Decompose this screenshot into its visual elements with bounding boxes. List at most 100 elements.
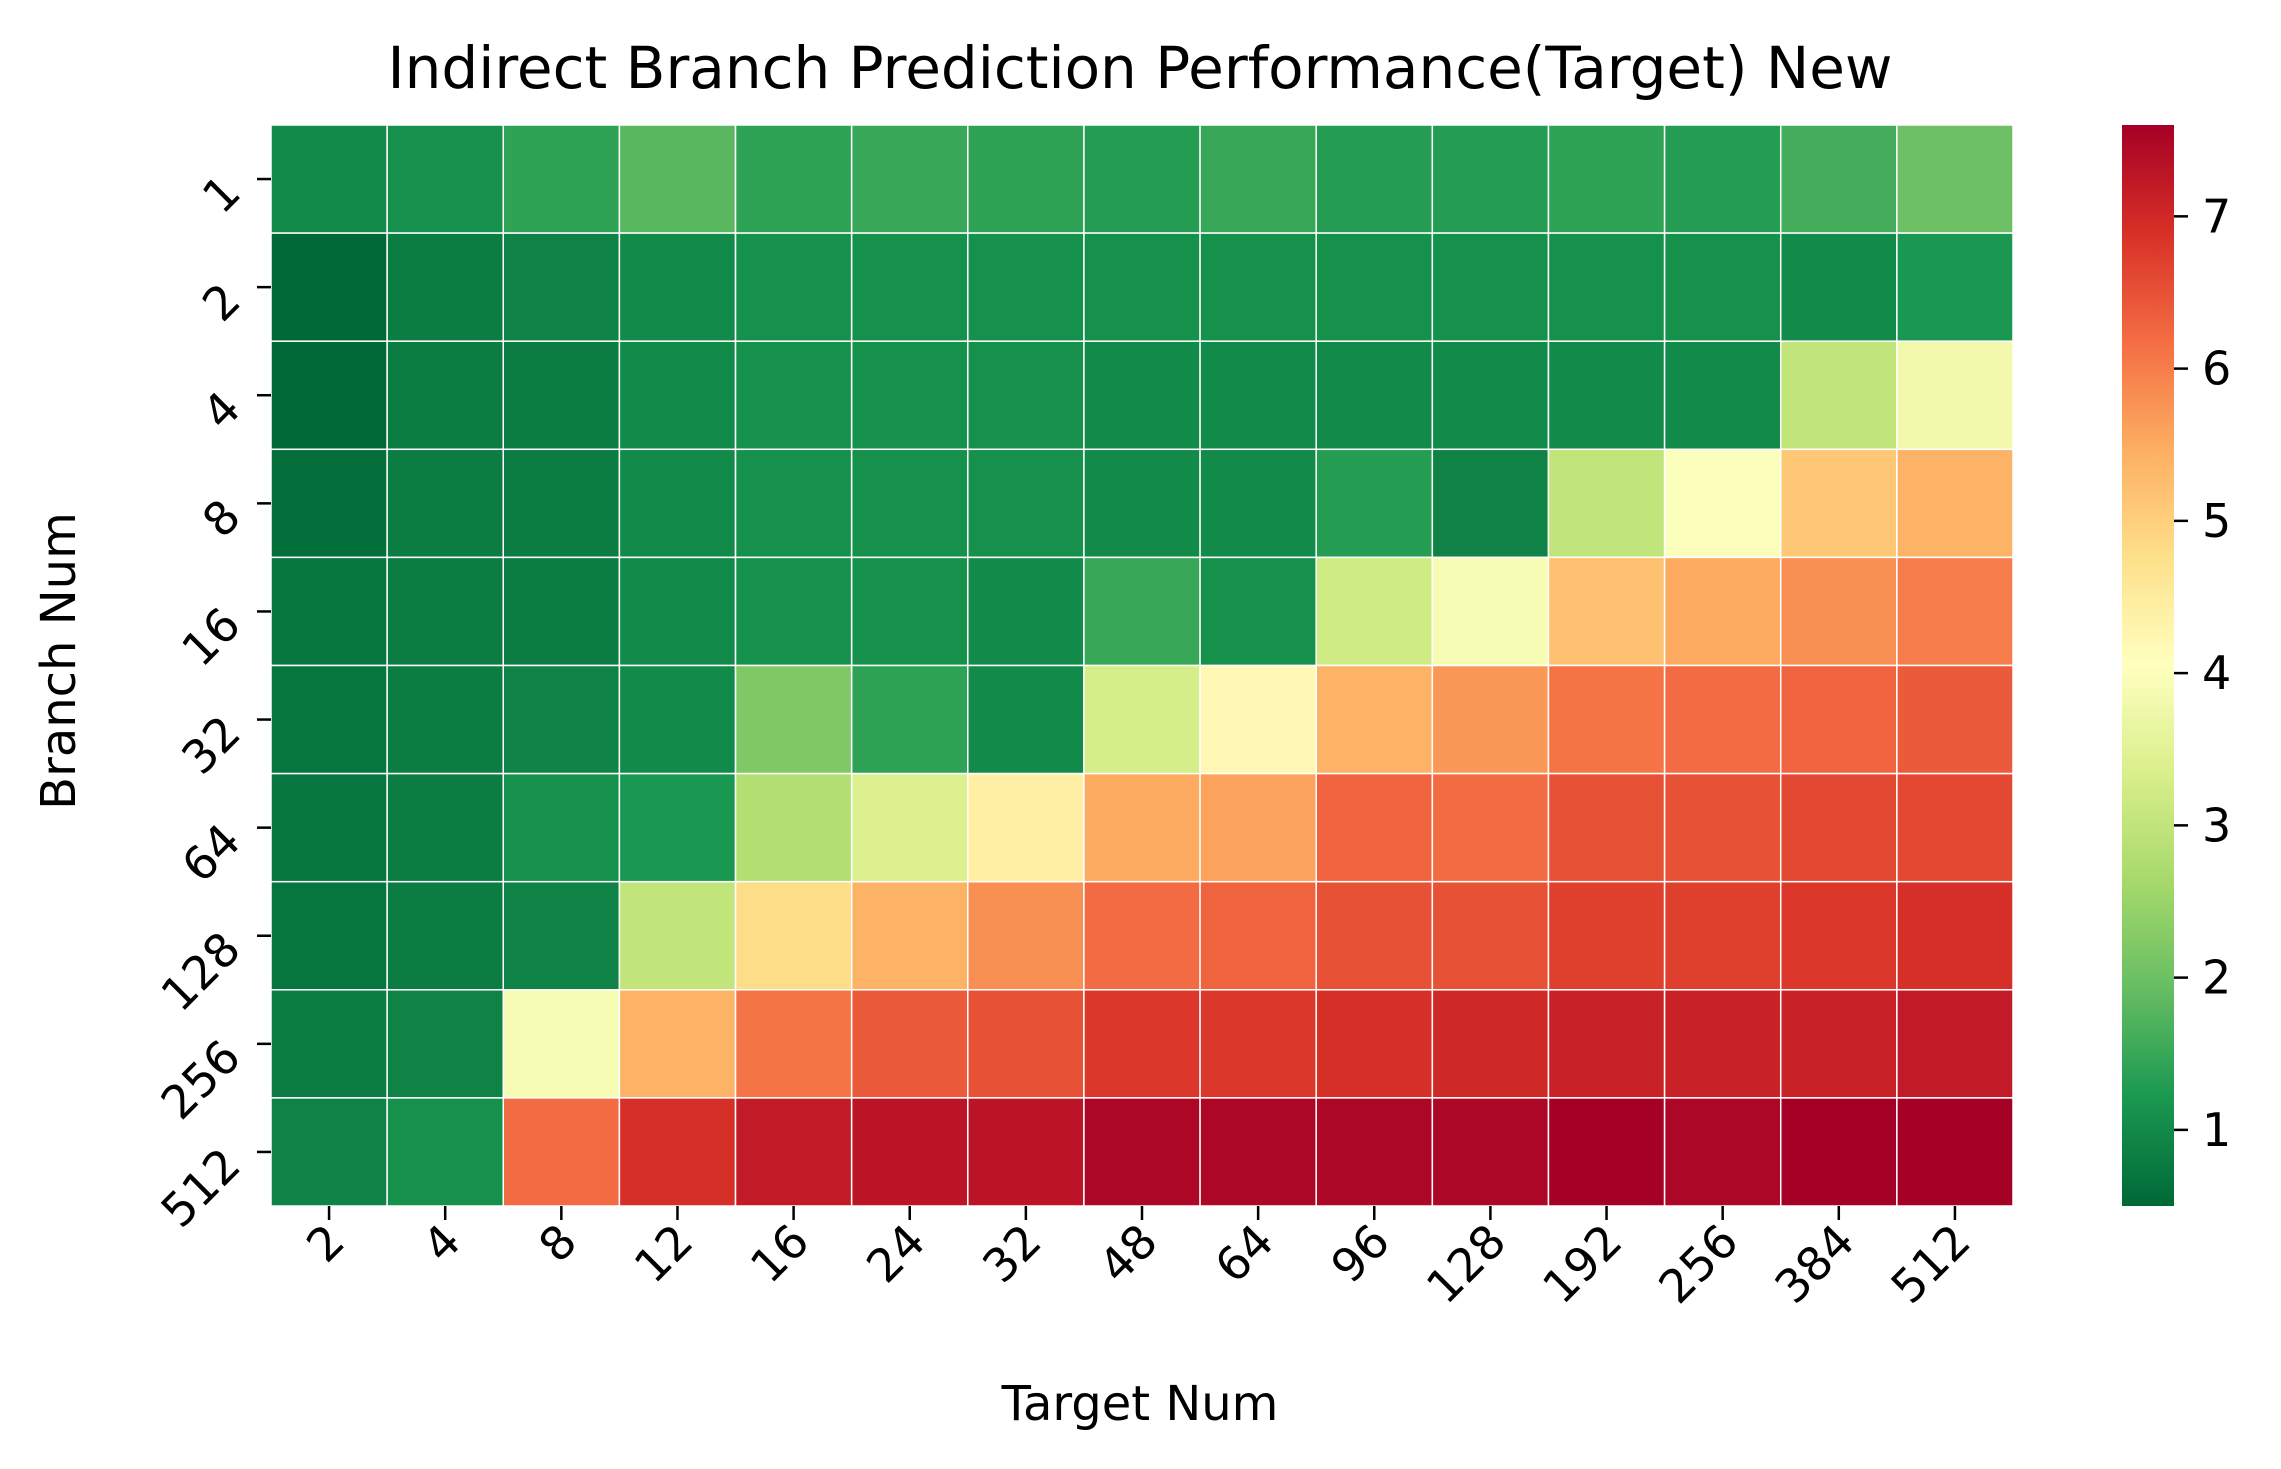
heatmap-cell — [1199, 772, 1317, 883]
heatmap-cell — [850, 232, 969, 342]
x-tick-label: 512 — [1880, 1214, 1980, 1314]
heatmap-cell — [502, 232, 621, 342]
heatmap-cell — [1431, 340, 1550, 451]
heatmap-cell — [1431, 664, 1550, 775]
heatmap-cell — [1315, 772, 1434, 883]
colorbar-tick-label: 5 — [2202, 494, 2231, 548]
y-tick-label: 64 — [171, 813, 251, 893]
heatmap-cell — [270, 340, 388, 451]
heatmap-cell — [1663, 124, 1782, 234]
heatmap-cell — [502, 448, 621, 559]
heatmap-cell — [1896, 124, 2014, 234]
heatmap-cell — [1779, 232, 1898, 342]
y-tick-label: 256 — [151, 1029, 251, 1129]
heatmap-cell — [1431, 124, 1550, 234]
heatmap-cell — [1663, 556, 1782, 667]
x-tick-label: 48 — [1088, 1214, 1168, 1294]
heatmap-cell — [1083, 448, 1201, 559]
heatmap-cell — [734, 989, 853, 1099]
heatmap-cell — [1083, 340, 1201, 451]
x-tick-label: 16 — [740, 1214, 820, 1294]
heatmap-cell — [1547, 664, 1666, 775]
heatmap-cell — [1315, 880, 1434, 991]
heatmap-cell — [618, 772, 737, 883]
y-tick-label: 2 — [192, 273, 251, 332]
heatmap-cell — [1663, 448, 1782, 559]
heatmap-cell — [270, 448, 388, 559]
heatmap-cell — [1779, 989, 1898, 1099]
heatmap-cell — [850, 124, 969, 234]
heatmap-cell — [967, 772, 1085, 883]
x-tick-label: 256 — [1648, 1214, 1748, 1314]
heatmap-cell — [1896, 448, 2014, 559]
colorbar — [2122, 125, 2174, 1206]
colorbar-tick-label: 4 — [2202, 646, 2231, 700]
heatmap-cell — [502, 340, 621, 451]
heatmap-cell — [1663, 340, 1782, 451]
heatmap-cell — [1663, 232, 1782, 342]
heatmap-cell — [1547, 556, 1666, 667]
heatmap-cell — [1083, 124, 1201, 234]
heatmap-cell — [967, 880, 1085, 991]
colorbar-tick-label: 2 — [2202, 951, 2231, 1005]
heatmap-cell — [270, 1097, 388, 1207]
heatmap-cell — [618, 664, 737, 775]
heatmap-cell — [734, 556, 853, 667]
chart-title: Indirect Branch Prediction Performance(T… — [388, 34, 1893, 102]
heatmap-cell — [1896, 989, 2014, 1099]
y-tick-label: 32 — [171, 705, 251, 785]
heatmap-cell — [386, 989, 505, 1099]
heatmap-cell — [1896, 880, 2014, 991]
x-tick-label: 192 — [1532, 1214, 1632, 1314]
heatmap-cell — [1431, 448, 1550, 559]
y-tick-label: 128 — [151, 921, 251, 1021]
x-tick-label: 64 — [1204, 1214, 1284, 1294]
heatmap-cell — [1896, 232, 2014, 342]
heatmap-cell — [1315, 989, 1434, 1099]
heatmap-cell — [1779, 556, 1898, 667]
heatmap-cell — [967, 1097, 1085, 1207]
heatmap-cell — [1779, 772, 1898, 883]
x-tick-label: 128 — [1416, 1214, 1516, 1314]
heatmap-cell — [1083, 232, 1201, 342]
heatmap-cell — [502, 880, 621, 991]
heatmap-cell — [1779, 124, 1898, 234]
heatmap-cell — [270, 232, 388, 342]
heatmap-cell — [1779, 448, 1898, 559]
heatmap-cell — [1896, 556, 2014, 667]
heatmap-cell — [386, 556, 505, 667]
heatmap-cell — [734, 1097, 853, 1207]
heatmap-cell — [967, 664, 1085, 775]
heatmap-cell — [967, 448, 1085, 559]
heatmap-cell — [1199, 664, 1317, 775]
heatmap-cell — [734, 124, 853, 234]
heatmap-cell — [270, 124, 388, 234]
heatmap-cell — [618, 989, 737, 1099]
heatmap-cell — [1083, 556, 1201, 667]
heatmap-cell — [1431, 232, 1550, 342]
heatmap-cell — [1431, 880, 1550, 991]
heatmap-cell — [850, 880, 969, 991]
heatmap-cell — [1779, 664, 1898, 775]
heatmap-cell — [618, 448, 737, 559]
heatmap-cell — [1083, 664, 1201, 775]
x-tick-label: 384 — [1764, 1214, 1864, 1314]
heatmap-cell — [1199, 232, 1317, 342]
heatmap-cell — [1547, 448, 1666, 559]
heatmap-cell — [386, 124, 505, 234]
x-axis-ticks: 2 4 8 12 16 24 32 48 64 96 128 192 256 384 512 — [296, 1206, 1981, 1314]
colorbar-ticks: 1 2 3 4 5 6 7 — [2174, 189, 2231, 1157]
x-tick-label: 8 — [528, 1214, 587, 1273]
heatmap-cells — [270, 124, 2014, 1207]
heatmap-cell — [1663, 1097, 1782, 1207]
x-tick-label: 24 — [856, 1214, 936, 1294]
x-tick-label: 32 — [972, 1214, 1052, 1294]
heatmap-cell — [1547, 124, 1666, 234]
heatmap-cell — [1547, 232, 1666, 342]
heatmap-cell — [618, 880, 737, 991]
heatmap-cell — [1315, 556, 1434, 667]
heatmap-cell — [502, 124, 621, 234]
heatmap-cell — [850, 664, 969, 775]
x-tick-label: 4 — [412, 1214, 471, 1273]
x-tick-label: 2 — [296, 1214, 355, 1273]
